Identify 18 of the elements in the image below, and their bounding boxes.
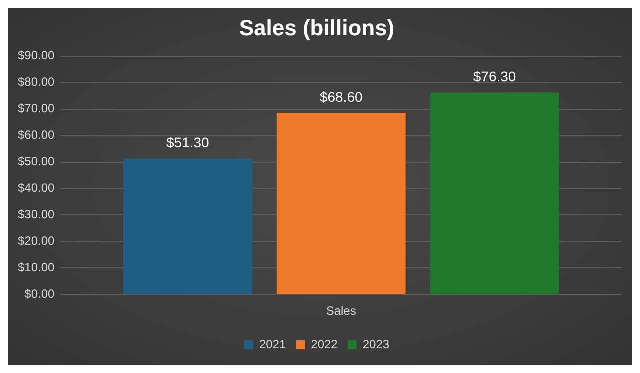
data-label: $68.60 (320, 88, 363, 105)
y-tick-label: $90.00 (18, 48, 56, 63)
y-tick-label: $20.00 (18, 234, 56, 248)
y-tick-label: $50.00 (18, 154, 56, 169)
data-label: $76.30 (473, 68, 516, 85)
legend-label: 2021 (259, 337, 286, 352)
y-tick-label: $10.00 (18, 260, 56, 274)
y-tick-label: $60.00 (18, 128, 56, 142)
chart-title: Sales (billions) (239, 15, 395, 40)
y-tick-label: $0.00 (24, 286, 56, 301)
y-tick-label: $70.00 (18, 102, 56, 116)
legend-label: 2022 (311, 337, 338, 352)
x-tick-label: Sales (326, 304, 356, 318)
legend-label: 2023 (362, 337, 390, 352)
y-tick-label: $40.00 (18, 181, 56, 196)
y-tick-label: $80.00 (18, 75, 56, 90)
y-tick-label: $30.00 (18, 208, 56, 222)
data-label: $51.30 (166, 134, 210, 151)
